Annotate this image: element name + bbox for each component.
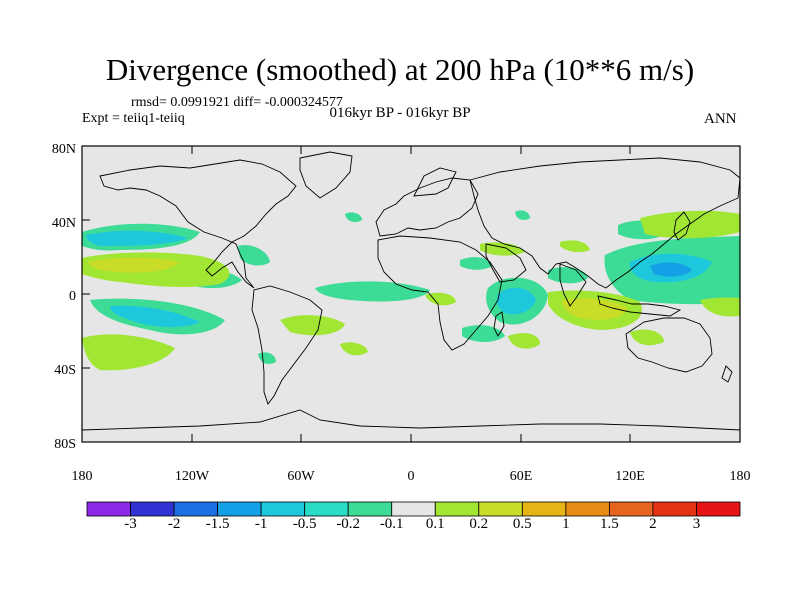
lat-label: 40N: [51, 216, 76, 231]
colorbar-label: 0.5: [512, 516, 532, 532]
colorbar-box: [347, 501, 393, 517]
colorbar: [86, 501, 741, 517]
contour-negative-patch: [650, 262, 692, 277]
lon-label: 0: [407, 469, 415, 484]
colorbar-label: -0.5: [292, 516, 317, 532]
contour-positive-patch: [480, 242, 525, 256]
coastline-north-america: [99, 159, 297, 289]
contour-positive-patch: [88, 257, 180, 273]
colorbar-box: [130, 501, 175, 517]
contour-positive-patch: [560, 240, 590, 253]
lon-label: 60E: [509, 469, 533, 484]
colorbar-label: -1: [254, 516, 268, 532]
lon-label: 180: [729, 469, 751, 484]
contour-negative-patch: [86, 230, 188, 246]
period-label: 016kyr BP - 016kyr BP: [329, 105, 471, 121]
colorbar-label: 0.2: [469, 516, 489, 532]
colorbar-label: -2: [167, 516, 181, 532]
lon-label: 60W: [287, 469, 315, 484]
contour-positive-patch: [562, 298, 628, 320]
colorbar-label: -1.5: [205, 516, 230, 532]
contour-fields: [82, 210, 740, 371]
colorbar-box: [304, 501, 349, 517]
coastline-madagascar: [493, 311, 505, 337]
contour-negative-patch: [548, 267, 588, 284]
coastlines: [82, 151, 740, 431]
colorbar-box: [565, 501, 610, 517]
rmsd-diff-stats: rmsd= 0.0991921 diff= -0.000324577: [131, 95, 343, 110]
contour-negative-patch: [315, 281, 430, 302]
coastline-arabia: [485, 243, 527, 283]
colorbar-label: 2: [649, 516, 657, 532]
coastline-antarctica: [82, 409, 740, 431]
colorbar-label: 0.1: [425, 516, 445, 532]
colorbar-box: [696, 501, 741, 517]
colorbar-label: -0.1: [379, 516, 404, 532]
contour-negative-patch: [238, 244, 270, 266]
contour-negative-patch: [345, 212, 362, 222]
lat-label: 80S: [54, 437, 76, 452]
colorbar-box: [478, 501, 523, 517]
colorbar-box: [217, 501, 262, 517]
colorbar-box: [521, 501, 567, 517]
lat-label: 0: [69, 289, 76, 304]
contour-negative-patch: [110, 305, 200, 328]
coastline-south-america: [251, 285, 323, 405]
colorbar-box: [434, 501, 480, 517]
contour-negative-patch: [460, 257, 492, 270]
contour-negative-patch: [496, 287, 536, 315]
colorbar-label: 1: [562, 516, 570, 532]
colorbar-label: 3: [692, 516, 701, 532]
contour-positive-patch: [508, 333, 540, 349]
colorbar-box: [260, 501, 306, 517]
colorbar-label: 1.5: [600, 516, 619, 532]
lat-label: 40S: [54, 363, 76, 378]
colorbar-box: [609, 501, 654, 517]
plot-title: Divergence (smoothed) at 200 hPa (10**6 …: [105, 52, 695, 87]
lon-label: 180: [71, 469, 93, 484]
contour-positive-patch: [340, 342, 368, 356]
contour-positive-patch: [280, 315, 345, 336]
contour-negative-patch: [515, 210, 530, 220]
coastline-japan: [673, 211, 691, 241]
colorbar-box: [173, 501, 219, 517]
colorbar-box: [652, 501, 697, 517]
colorbar-box: [86, 501, 131, 517]
season-label: ANN: [704, 111, 737, 127]
coastline-asia: [469, 157, 740, 289]
colorbar-box: [391, 501, 436, 517]
lon-label: 120E: [615, 469, 645, 484]
coastline-india: [559, 263, 587, 307]
contour-positive-patch: [630, 329, 664, 346]
lon-label: 120W: [174, 469, 210, 484]
colorbar-label: -3: [124, 516, 137, 532]
coastline-australia: [625, 317, 713, 373]
lat-label: 80N: [51, 142, 76, 157]
coastline-europe: [375, 177, 479, 237]
contour-positive-patch: [82, 334, 175, 371]
coastline-scandinavia: [413, 167, 457, 197]
contour-positive-patch: [425, 292, 456, 306]
contour-positive-patch: [700, 297, 740, 317]
experiment-label: Expt = teiiq1-teiiq: [82, 111, 185, 126]
coastline-new-zealand: [721, 365, 733, 383]
colorbar-label: -0.2: [336, 516, 361, 532]
coastline-greenland: [299, 151, 353, 199]
coastline-africa: [377, 235, 503, 351]
axis-ticks: [81, 145, 741, 443]
coastline-indonesia: [597, 295, 682, 317]
